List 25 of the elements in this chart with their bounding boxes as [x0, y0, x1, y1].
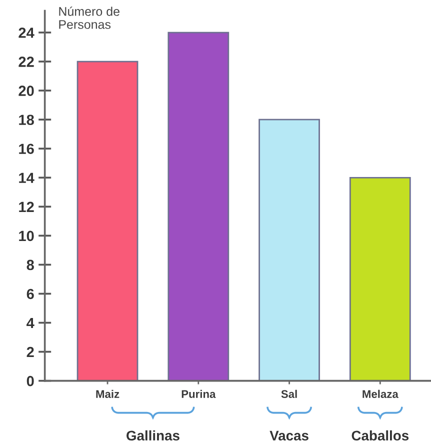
y-tick-label: 12 — [19, 202, 34, 212]
y-tick-label: 10 — [19, 230, 34, 242]
text: Vacas — [270, 430, 308, 441]
bar — [349, 176, 411, 381]
bar — [258, 118, 320, 381]
y-tick-label: 2 — [26, 346, 34, 358]
y-tick-label: 22 — [18, 56, 34, 67]
x-tick-label: Melaza — [362, 390, 398, 398]
y-tick-label: 18 — [19, 114, 34, 126]
y-axis-title: Número de Personas — [59, 6, 120, 29]
text: Caballos — [352, 430, 409, 441]
y-tick-label: 14 — [19, 172, 34, 183]
y-tick-label: 0 — [26, 376, 34, 386]
y-tick-label: 6 — [26, 288, 34, 300]
y-tick-label: 16 — [19, 144, 34, 154]
y-tick-label: 24 — [18, 28, 34, 38]
x-tick-label: Sal — [281, 390, 297, 398]
text: Gallinas — [126, 430, 180, 441]
bar — [168, 32, 230, 381]
y-tick-label: 4 — [26, 318, 34, 328]
x-tick-label: Maiz — [96, 390, 120, 398]
y-tick-label: 8 — [26, 260, 34, 270]
x-tick-label: Purina — [182, 390, 216, 398]
bar — [76, 60, 138, 381]
y-tick-label: 20 — [18, 86, 34, 96]
